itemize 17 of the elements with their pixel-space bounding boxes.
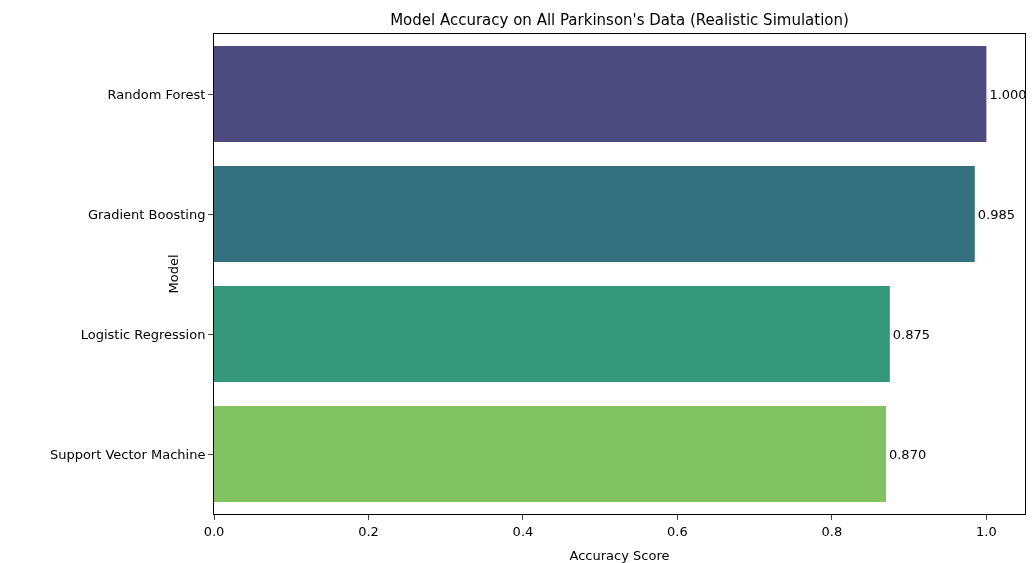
data-label: 0.870 <box>888 446 927 462</box>
x-tick-label: 1.0 <box>976 523 997 539</box>
x-tick-label: 0.6 <box>667 523 688 539</box>
x-tick-label: 0.4 <box>512 523 534 539</box>
x-tick-label: 0.8 <box>821 523 843 539</box>
data-label: 1.000 <box>989 86 1027 102</box>
y-tick-label: Gradient Boosting <box>87 206 206 222</box>
y-tick-label: Support Vector Machine <box>49 446 206 462</box>
y-tick-label: Logistic Regression <box>80 326 206 342</box>
chart-title: Model Accuracy on All Parkinson's Data (Realistic Simulation) <box>390 10 849 29</box>
data-label: 0.985 <box>977 206 1016 222</box>
y-axis-title: Model <box>166 254 181 294</box>
x-tick-label: 0.0 <box>203 523 225 539</box>
data-label: 0.875 <box>892 326 931 342</box>
x-tick-label: 0.2 <box>358 523 379 539</box>
y-tick-label: Random Forest <box>107 86 206 102</box>
x-axis-title: Accuracy Score <box>569 548 670 563</box>
